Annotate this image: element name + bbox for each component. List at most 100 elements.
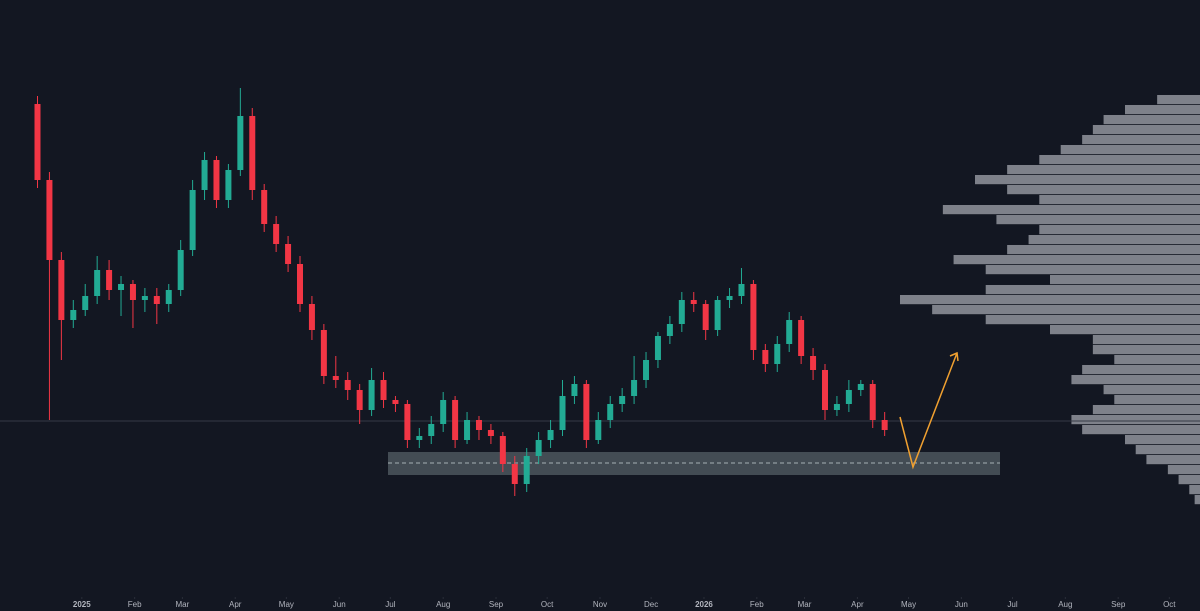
candle-body [798,320,805,356]
candle-body [34,104,41,180]
x-tick-label: Feb [750,600,764,609]
support-zone [388,452,1000,475]
candle-body [320,330,327,376]
candle-body [643,360,650,380]
x-tick-label: Jul [385,600,395,609]
candle-body [452,400,459,440]
x-tick-label: Nov [593,600,607,609]
profile-bar [1082,135,1200,145]
candle-body [380,380,387,400]
candle-body [440,400,447,424]
candle-body [332,376,339,380]
profile-bar [1125,435,1200,445]
x-tick-label: 2025 [73,600,91,609]
profile-bar [1039,195,1200,205]
candle-body [833,404,840,410]
candle-body [82,296,89,310]
candle-body [273,224,280,244]
candle-body [559,396,566,430]
candle-body [810,356,817,370]
time-axis: 2025 Feb Mar Apr May Jun Jul Aug Sep Oct Nov Dec 202… [73,597,1176,609]
candle-body [631,380,638,396]
candle-body [165,290,172,304]
candle-body [881,420,888,430]
x-tick-label: Aug [1058,600,1072,609]
profile-bar [932,305,1200,315]
candle-body [857,384,864,390]
profile-bar [1167,465,1200,475]
profile-bar [953,255,1200,265]
candle-body [571,384,578,396]
candle-body [666,324,673,336]
profile-bar [975,175,1200,185]
candle-body [786,320,793,344]
x-tick-label: Jul [1007,600,1017,609]
candle-body [523,456,530,484]
profile-bar [1114,355,1200,365]
candle-body [118,284,125,290]
candle-body [261,190,268,224]
candle-body [464,420,471,440]
profile-bar [1050,275,1200,285]
candle-body [177,250,184,290]
candle-body [487,430,494,436]
profile-bar [900,295,1200,305]
candle-body [714,300,721,330]
candles [34,88,888,496]
profile-bar [1103,385,1200,395]
x-tick-label: Sep [1111,600,1126,609]
profile-bar [1092,345,1200,355]
profile-bar [985,285,1200,295]
candle-body [189,190,196,250]
profile-bar [1060,145,1200,155]
profile-bar [1178,475,1200,485]
profile-bar [1157,95,1200,105]
candle-body [404,404,411,440]
profile-bar [1194,495,1200,505]
profile-bar [1071,415,1200,425]
candle-body [750,284,757,350]
candle-body [595,420,602,440]
candle-body [237,116,244,170]
profile-bar [1092,335,1200,345]
profile-bar [1092,125,1200,135]
candle-body [774,344,781,364]
profile-bar [1050,325,1200,335]
candle-body [690,300,697,304]
candle-body [607,404,614,420]
profile-bar [1092,405,1200,415]
profile-bar [1114,395,1200,405]
candle-body [308,304,315,330]
candle-body [762,350,769,364]
x-tick-label: Mar [175,600,189,609]
profile-bar [1071,375,1200,385]
arrow-head [949,351,959,362]
candle-body [475,420,482,430]
candle-body [869,384,876,420]
profile-bar [1007,245,1200,255]
profile-bar [1103,115,1200,125]
profile-bar [1135,445,1200,455]
candle-body [547,430,554,440]
profile-bar [996,215,1200,225]
candle-body [344,380,351,390]
candle-body [58,260,65,320]
x-tick-label: Apr [851,600,864,609]
profile-bar [985,265,1200,275]
profile-bar [985,315,1200,325]
candle-body [356,390,363,410]
candle-body [70,310,77,320]
candle-body [129,284,136,300]
profile-bar [1039,225,1200,235]
candle-body [654,336,661,360]
x-tick-label: Oct [1163,600,1176,609]
candle-body [297,264,303,304]
projection-arrow [899,352,958,470]
candle-body [153,296,160,304]
candle-body [702,304,709,330]
candle-body [726,296,733,300]
candle-body [213,160,220,200]
profile-bar [1039,155,1200,165]
profile-bar [1007,165,1200,175]
